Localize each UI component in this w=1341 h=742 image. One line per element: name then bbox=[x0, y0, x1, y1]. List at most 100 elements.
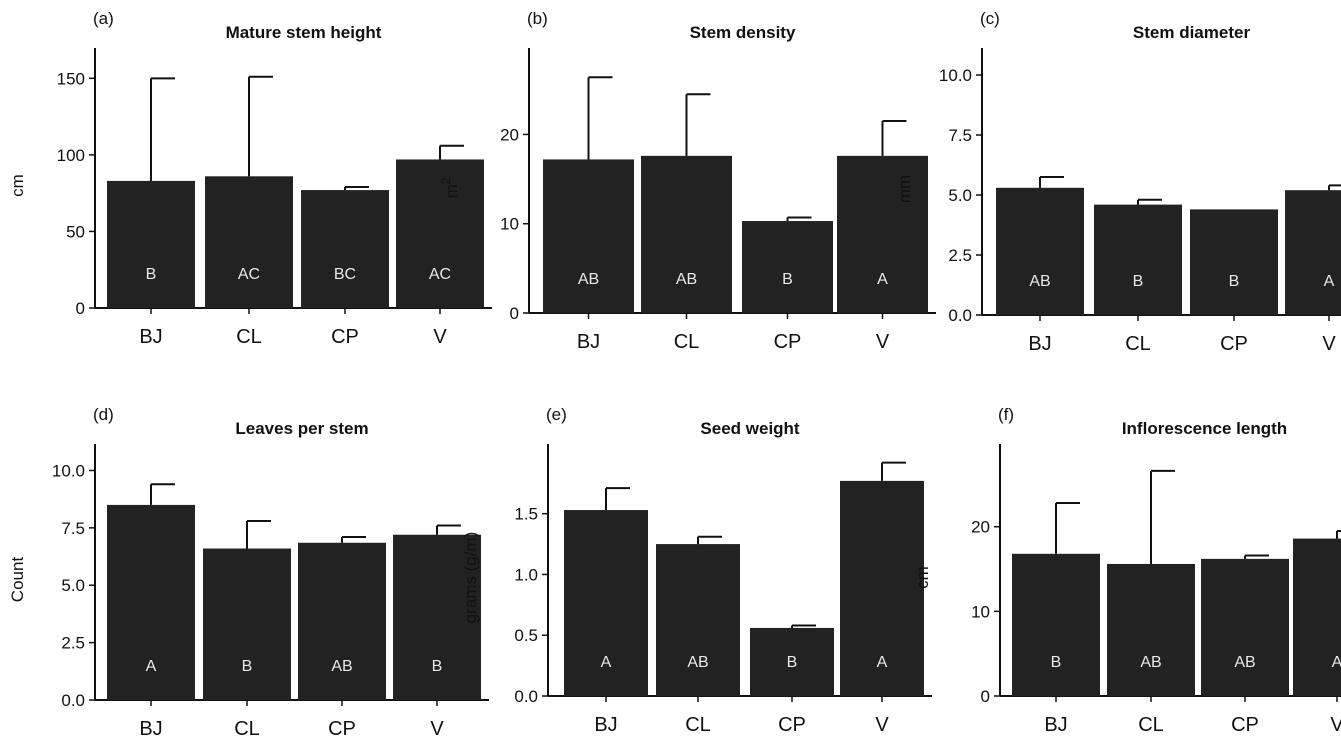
bar bbox=[298, 542, 386, 700]
bar bbox=[996, 187, 1084, 315]
y-tick-label: 50 bbox=[66, 222, 85, 241]
group-letter: A bbox=[1324, 273, 1335, 290]
bar bbox=[543, 159, 634, 313]
y-tick-label: 5.0 bbox=[948, 186, 972, 205]
x-category-label: CP bbox=[1220, 333, 1248, 355]
y-tick-label: 10 bbox=[500, 215, 519, 234]
y-axis-title: mm bbox=[895, 175, 914, 203]
group-letter: B bbox=[242, 658, 253, 675]
y-tick-label: 5.0 bbox=[61, 576, 85, 595]
group-letter: AB bbox=[1140, 654, 1161, 671]
x-category-label: V bbox=[876, 331, 890, 353]
group-letter: AB bbox=[331, 658, 352, 675]
bar bbox=[1201, 558, 1289, 696]
group-letter: AB bbox=[1029, 273, 1050, 290]
bar bbox=[641, 155, 732, 313]
x-category-label: V bbox=[1322, 333, 1336, 355]
group-letter: AC bbox=[429, 266, 451, 283]
bar bbox=[840, 480, 924, 696]
x-category-label: CL bbox=[1125, 333, 1151, 355]
panel-letter: (e) bbox=[546, 405, 567, 424]
x-category-label: CL bbox=[1138, 714, 1164, 736]
y-tick-label: 0 bbox=[510, 304, 519, 323]
x-category-label: CL bbox=[685, 714, 711, 736]
x-category-label: V bbox=[1330, 714, 1341, 736]
x-category-label: V bbox=[430, 718, 444, 740]
bar bbox=[656, 544, 740, 696]
x-category-label: CP bbox=[331, 326, 359, 348]
bar bbox=[107, 180, 195, 308]
y-tick-label: 20 bbox=[500, 125, 519, 144]
y-tick-label: 10 bbox=[971, 602, 990, 621]
bar bbox=[203, 548, 291, 700]
y-tick-label: 0.0 bbox=[514, 687, 538, 706]
bar bbox=[1190, 209, 1278, 315]
group-letter: AB bbox=[687, 654, 708, 671]
bar bbox=[393, 534, 481, 700]
y-tick-label: 150 bbox=[57, 69, 85, 88]
x-category-label: BJ bbox=[594, 714, 617, 736]
y-tick-label: 0.0 bbox=[61, 691, 85, 710]
y-axis-title: cm bbox=[913, 566, 932, 589]
y-axis-title: Count bbox=[8, 557, 27, 603]
group-letter: AB bbox=[1234, 654, 1255, 671]
group-letter: B bbox=[146, 266, 157, 283]
group-letter: B bbox=[782, 271, 793, 288]
y-tick-label: 2.5 bbox=[948, 246, 972, 265]
bar bbox=[1094, 204, 1182, 315]
group-letter: B bbox=[432, 658, 443, 675]
bar bbox=[107, 504, 195, 700]
panel-letter: (c) bbox=[980, 9, 1000, 28]
x-category-label: BJ bbox=[139, 718, 162, 740]
y-tick-label: 0 bbox=[981, 687, 990, 706]
y-tick-label: 7.5 bbox=[61, 519, 85, 538]
bar bbox=[1107, 563, 1195, 696]
x-category-label: BJ bbox=[139, 326, 162, 348]
y-tick-label: 10.0 bbox=[939, 66, 972, 85]
bar bbox=[1285, 190, 1341, 315]
y-tick-label: 1.0 bbox=[514, 565, 538, 584]
y-axis-title: grams (g/m) bbox=[461, 532, 480, 624]
group-letter: AB bbox=[578, 271, 599, 288]
x-category-label: V bbox=[875, 714, 889, 736]
group-letter: B bbox=[1229, 273, 1240, 290]
panel-title: Seed weight bbox=[700, 419, 800, 438]
group-letter: A bbox=[601, 654, 612, 671]
group-letter: A bbox=[877, 271, 888, 288]
bar bbox=[396, 159, 484, 308]
group-letter: A bbox=[877, 654, 888, 671]
y-tick-label: 0.5 bbox=[514, 626, 538, 645]
bar bbox=[564, 510, 648, 696]
panel-title: Stem diameter bbox=[1133, 23, 1251, 42]
y-tick-label: 10.0 bbox=[52, 461, 85, 480]
chart-panel: (d) Leaves per stem 0.0 2.5 5.0 7.5 10.0 Count A… bbox=[8, 405, 489, 740]
x-category-label: CL bbox=[234, 718, 260, 740]
chart-panel: (f) Inflorescence length 0 10 20 cm B BJ AB CL AB C… bbox=[913, 405, 1341, 736]
bar bbox=[1293, 538, 1341, 696]
x-category-label: CL bbox=[674, 331, 700, 353]
x-category-label: BJ bbox=[1028, 333, 1051, 355]
x-category-label: V bbox=[433, 326, 447, 348]
group-letter: A bbox=[1332, 654, 1341, 671]
group-letter: A bbox=[146, 658, 157, 675]
panel-title: Stem density bbox=[690, 23, 796, 42]
x-category-label: CP bbox=[778, 714, 806, 736]
bar bbox=[837, 155, 928, 313]
y-tick-label: 0.0 bbox=[948, 306, 972, 325]
bar bbox=[750, 627, 834, 696]
x-category-label: CP bbox=[1231, 714, 1259, 736]
group-letter: B bbox=[1133, 273, 1144, 290]
y-tick-label: 1.5 bbox=[514, 505, 538, 524]
x-category-label: CL bbox=[236, 326, 262, 348]
x-category-label: CP bbox=[328, 718, 356, 740]
group-letter: AC bbox=[238, 266, 260, 283]
bar bbox=[205, 176, 293, 308]
x-category-label: CP bbox=[774, 331, 802, 353]
panel-letter: (f) bbox=[998, 405, 1014, 424]
bar bbox=[301, 190, 389, 308]
chart-panel: (a) Mature stem height 0 50 100 150 cm B BJ AC CL B… bbox=[8, 9, 492, 348]
panel-title: Mature stem height bbox=[226, 23, 382, 42]
panel-title: Leaves per stem bbox=[235, 419, 368, 438]
y-tick-label: 0 bbox=[76, 299, 85, 318]
